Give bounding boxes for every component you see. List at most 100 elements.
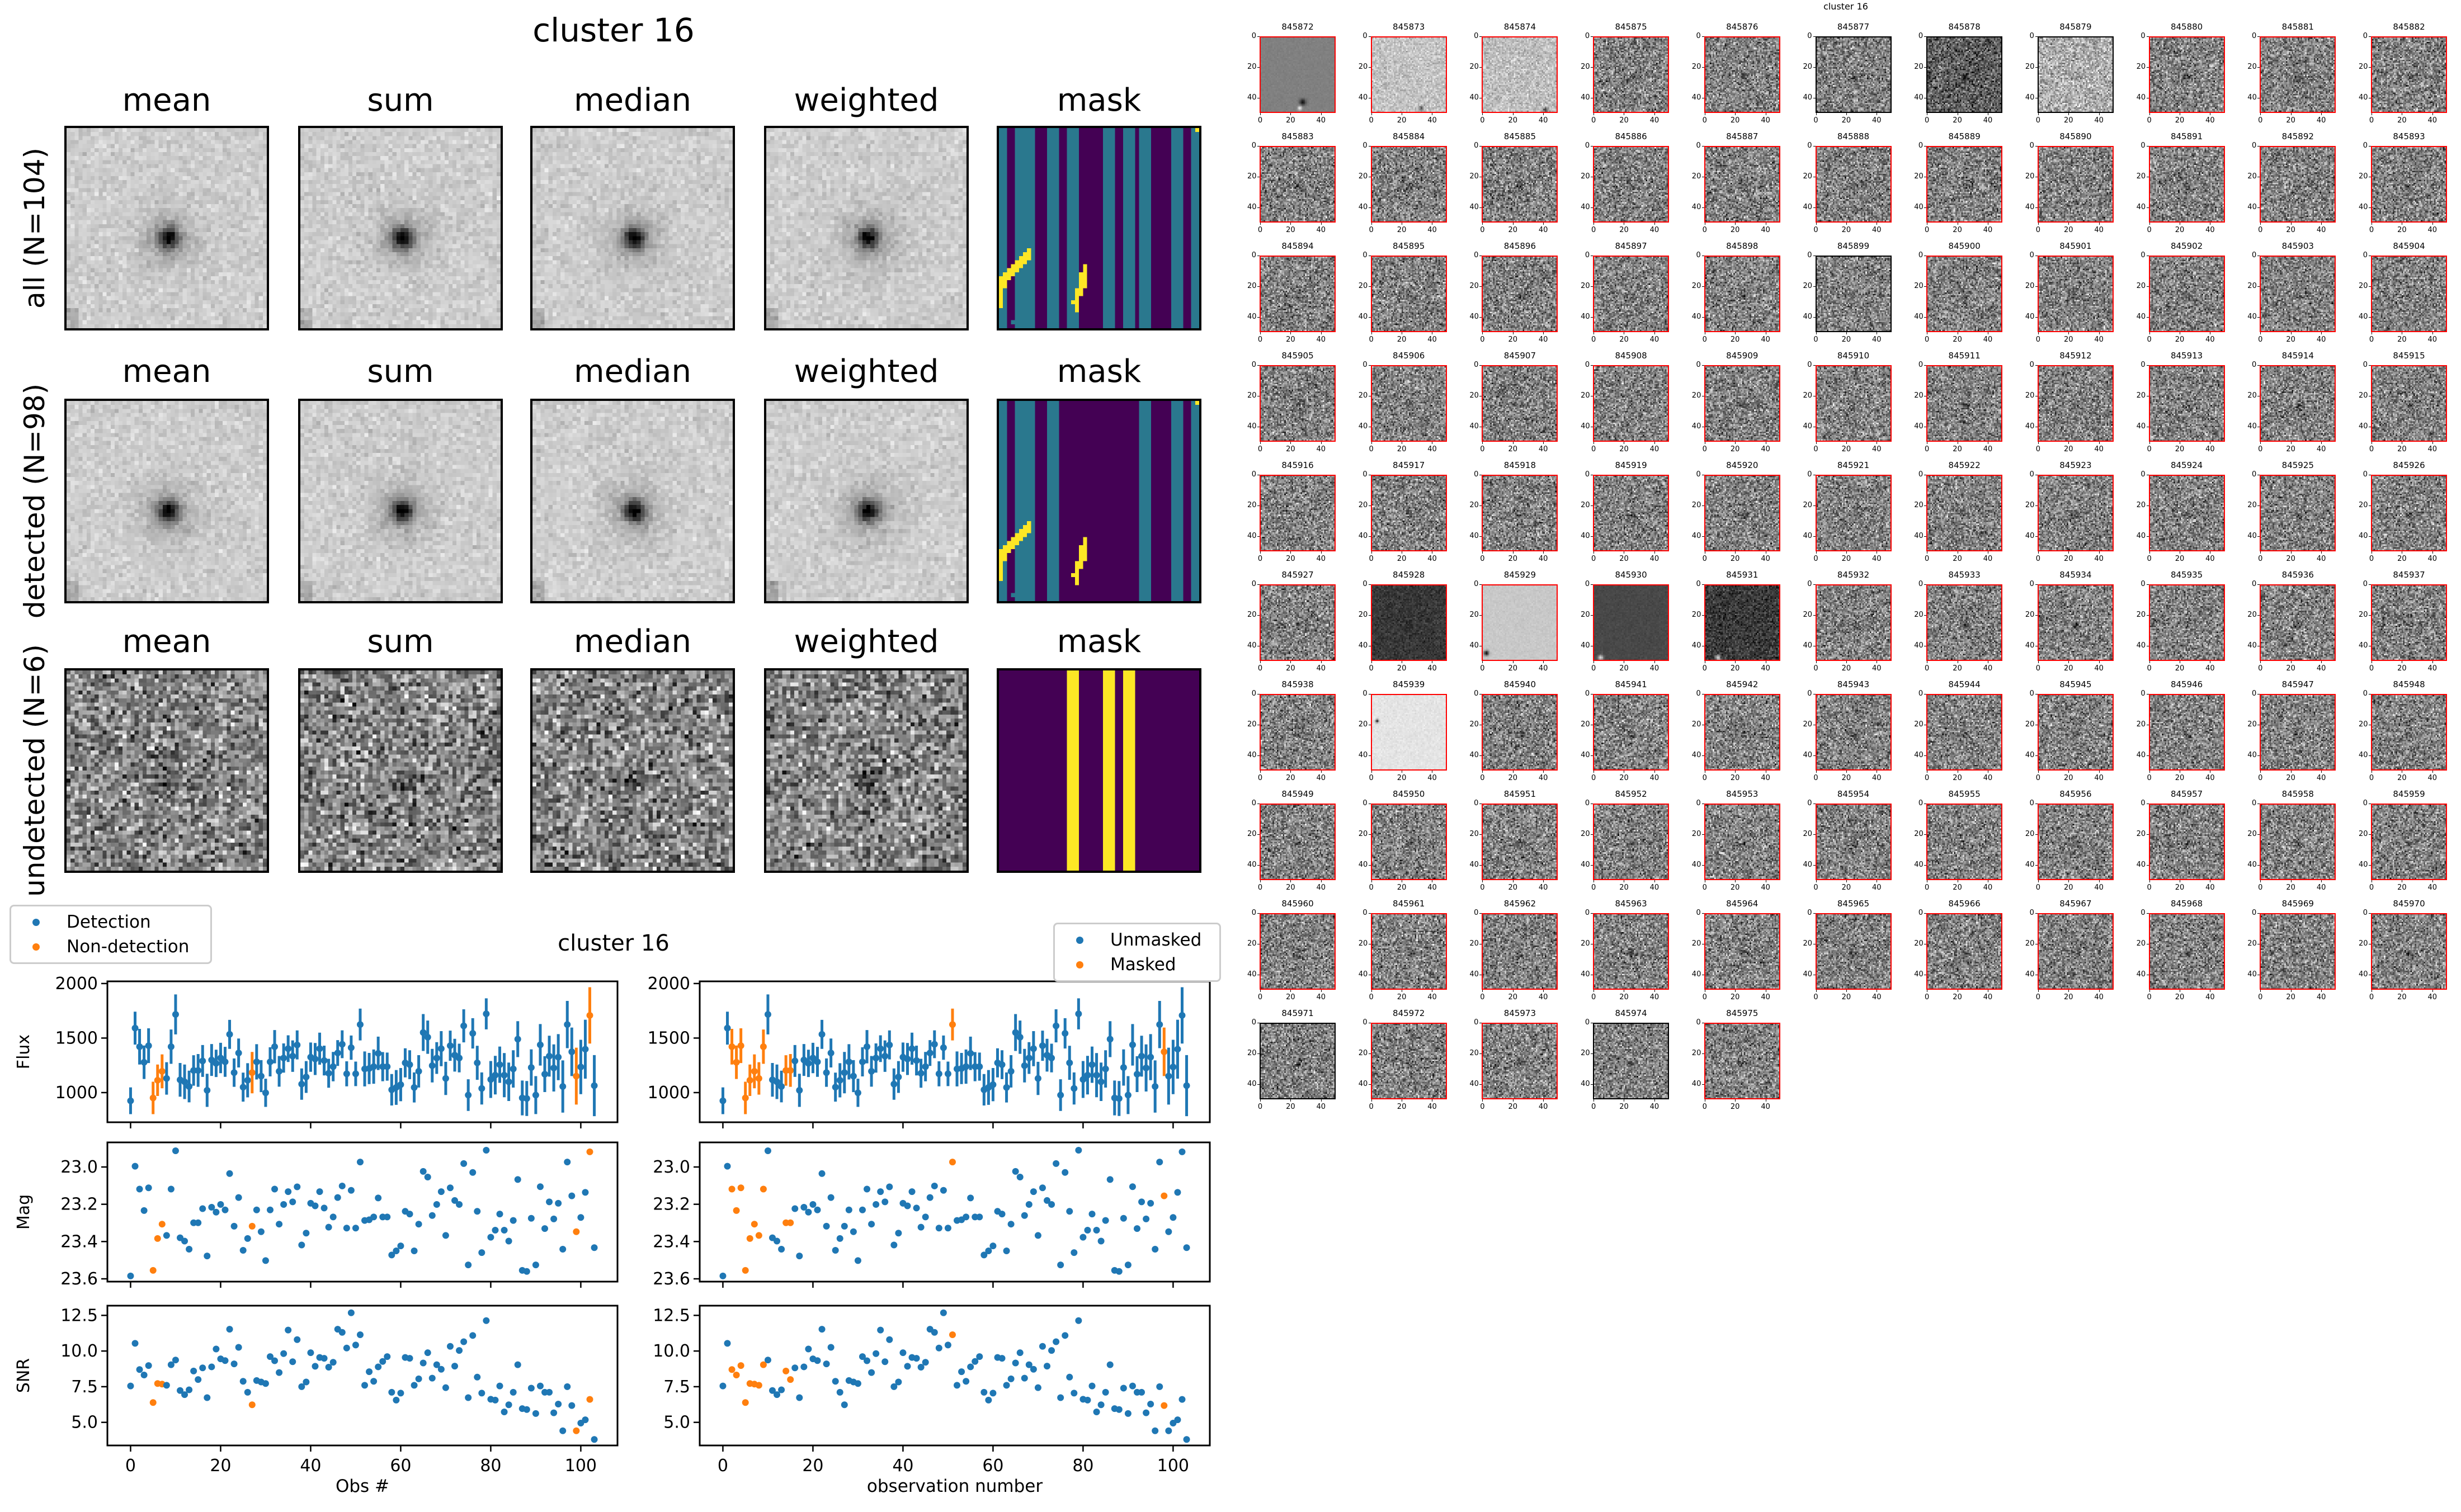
thumbnail-845875[interactable]: 845875 0 0 20 20 40 40 xyxy=(1581,22,1670,125)
thumbnail-845939[interactable]: 845939 0 0 20 20 40 40 xyxy=(1359,679,1447,782)
thumbnail-845877[interactable]: 845877 0 0 20 20 40 40 xyxy=(1803,22,1892,125)
thumbnail-845971[interactable]: 845971 0 0 20 20 40 40 xyxy=(1247,1008,1336,1111)
thumbnail-845887[interactable]: 845887 0 0 20 20 40 40 xyxy=(1692,131,1780,234)
thumbnail-845930[interactable]: 845930 0 0 20 20 40 40 xyxy=(1581,570,1670,673)
thumbnail-845896[interactable]: 845896 0 0 20 20 40 40 xyxy=(1469,241,1558,344)
thumbnail-845954[interactable]: 845954 0 0 20 20 40 40 xyxy=(1803,789,1892,892)
thumbnail-845872[interactable]: 845872 0 0 20 20 40 40 xyxy=(1247,22,1336,125)
thumbnail-845974[interactable]: 845974 0 0 20 20 40 40 xyxy=(1581,1008,1670,1111)
thumbnail-845909[interactable]: 845909 0 0 20 20 40 40 xyxy=(1692,351,1780,453)
thumbnail-845951[interactable]: 845951 0 0 20 20 40 40 xyxy=(1469,789,1558,892)
thumbnail-845895[interactable]: 845895 0 0 20 20 40 40 xyxy=(1359,241,1447,344)
thumbnail-845960[interactable]: 845960 0 0 20 20 40 40 xyxy=(1247,899,1336,1001)
thumbnail-845917[interactable]: 845917 0 0 20 20 40 40 xyxy=(1359,460,1447,563)
thumbnail-845874[interactable]: 845874 0 0 20 20 40 40 xyxy=(1469,22,1558,125)
thumbnail-845888[interactable]: 845888 0 0 20 20 40 40 xyxy=(1803,131,1892,234)
thumbnail-845953[interactable]: 845953 0 0 20 20 40 40 xyxy=(1692,789,1780,892)
thumbnail-845931[interactable]: 845931 0 0 20 20 40 40 xyxy=(1692,570,1780,673)
thumbnail-845970[interactable]: 845970 0 0 20 20 40 40 xyxy=(2359,899,2447,1001)
thumbnail-845926[interactable]: 845926 0 0 20 20 40 40 xyxy=(2359,460,2447,563)
thumbnail-845904[interactable]: 845904 0 0 20 20 40 40 xyxy=(2359,241,2447,344)
thumbnail-845910[interactable]: 845910 0 0 20 20 40 40 xyxy=(1803,351,1892,453)
thumbnail-845942[interactable]: 845942 0 0 20 20 40 40 xyxy=(1692,679,1780,782)
thumbnail-845967[interactable]: 845967 0 0 20 20 40 40 xyxy=(2025,899,2114,1001)
thumbnail-845938[interactable]: 845938 0 0 20 20 40 40 xyxy=(1247,679,1336,782)
thumbnail-845973[interactable]: 845973 0 0 20 20 40 40 xyxy=(1469,1008,1558,1111)
thumbnail-845880[interactable]: 845880 0 0 20 20 40 40 xyxy=(2137,22,2225,125)
thumbnail-845975[interactable]: 845975 0 0 20 20 40 40 xyxy=(1692,1008,1780,1111)
thumbnail-845956[interactable]: 845956 0 0 20 20 40 40 xyxy=(2025,789,2114,892)
thumbnail-845897[interactable]: 845897 0 0 20 20 40 40 xyxy=(1581,241,1670,344)
thumbnail-845883[interactable]: 845883 0 0 20 20 40 40 xyxy=(1247,131,1336,234)
thumbnail-845959[interactable]: 845959 0 0 20 20 40 40 xyxy=(2359,789,2447,892)
thumbnail-845965[interactable]: 845965 0 0 20 20 40 40 xyxy=(1803,899,1892,1001)
thumbnail-845906[interactable]: 845906 0 0 20 20 40 40 xyxy=(1359,351,1447,453)
thumbnail-845947[interactable]: 845947 0 0 20 20 40 40 xyxy=(2247,679,2336,782)
thumbnail-845972[interactable]: 845972 0 0 20 20 40 40 xyxy=(1359,1008,1447,1111)
thumbnail-845943[interactable]: 845943 0 0 20 20 40 40 xyxy=(1803,679,1892,782)
thumbnail-845911[interactable]: 845911 0 0 20 20 40 40 xyxy=(1914,351,2003,453)
thumbnail-845918[interactable]: 845918 0 0 20 20 40 40 xyxy=(1469,460,1558,563)
thumbnail-845921[interactable]: 845921 0 0 20 20 40 40 xyxy=(1803,460,1892,563)
thumbnail-845957[interactable]: 845957 0 0 20 20 40 40 xyxy=(2137,789,2225,892)
thumbnail-845944[interactable]: 845944 0 0 20 20 40 40 xyxy=(1914,679,2003,782)
thumbnail-845937[interactable]: 845937 0 0 20 20 40 40 xyxy=(2359,570,2447,673)
thumbnail-845876[interactable]: 845876 0 0 20 20 40 40 xyxy=(1692,22,1780,125)
thumbnail-845907[interactable]: 845907 0 0 20 20 40 40 xyxy=(1469,351,1558,453)
thumbnail-845882[interactable]: 845882 0 0 20 20 40 40 xyxy=(2359,22,2447,125)
thumbnail-845949[interactable]: 845949 0 0 20 20 40 40 xyxy=(1247,789,1336,892)
thumbnail-845881[interactable]: 845881 0 0 20 20 40 40 xyxy=(2247,22,2336,125)
thumbnail-845929[interactable]: 845929 0 0 20 20 40 40 xyxy=(1469,570,1558,673)
thumbnail-845892[interactable]: 845892 0 0 20 20 40 40 xyxy=(2247,131,2336,234)
thumbnail-845945[interactable]: 845945 0 0 20 20 40 40 xyxy=(2025,679,2114,782)
thumbnail-845936[interactable]: 845936 0 0 20 20 40 40 xyxy=(2247,570,2336,673)
thumbnail-845932[interactable]: 845932 0 0 20 20 40 40 xyxy=(1803,570,1892,673)
thumbnail-845927[interactable]: 845927 0 0 20 20 40 40 xyxy=(1247,570,1336,673)
thumbnail-845961[interactable]: 845961 0 0 20 20 40 40 xyxy=(1359,899,1447,1001)
thumbnail-845955[interactable]: 845955 0 0 20 20 40 40 xyxy=(1914,789,2003,892)
thumbnail-845891[interactable]: 845891 0 0 20 20 40 40 xyxy=(2137,131,2225,234)
thumbnail-845963[interactable]: 845963 0 0 20 20 40 40 xyxy=(1581,899,1670,1001)
thumbnail-845879[interactable]: 845879 0 0 20 20 40 40 xyxy=(2025,22,2114,125)
thumbnail-845884[interactable]: 845884 0 0 20 20 40 40 xyxy=(1359,131,1447,234)
thumbnail-845916[interactable]: 845916 0 0 20 20 40 40 xyxy=(1247,460,1336,563)
thumbnail-845928[interactable]: 845928 0 0 20 20 40 40 xyxy=(1359,570,1447,673)
thumbnail-845924[interactable]: 845924 0 0 20 20 40 40 xyxy=(2137,460,2225,563)
thumbnail-845919[interactable]: 845919 0 0 20 20 40 40 xyxy=(1581,460,1670,563)
thumbnail-845914[interactable]: 845914 0 0 20 20 40 40 xyxy=(2247,351,2336,453)
thumbnail-845946[interactable]: 845946 0 0 20 20 40 40 xyxy=(2137,679,2225,782)
thumbnail-845958[interactable]: 845958 0 0 20 20 40 40 xyxy=(2247,789,2336,892)
thumbnail-845915[interactable]: 845915 0 0 20 20 40 40 xyxy=(2359,351,2447,453)
thumbnail-845873[interactable]: 845873 0 0 20 20 40 40 xyxy=(1359,22,1447,125)
thumbnail-845940[interactable]: 845940 0 0 20 20 40 40 xyxy=(1469,679,1558,782)
thumbnail-845900[interactable]: 845900 0 0 20 20 40 40 xyxy=(1914,241,2003,344)
thumbnail-845952[interactable]: 845952 0 0 20 20 40 40 xyxy=(1581,789,1670,892)
thumbnail-845890[interactable]: 845890 0 0 20 20 40 40 xyxy=(2025,131,2114,234)
thumbnail-845920[interactable]: 845920 0 0 20 20 40 40 xyxy=(1692,460,1780,563)
thumbnail-845913[interactable]: 845913 0 0 20 20 40 40 xyxy=(2137,351,2225,453)
thumbnail-845886[interactable]: 845886 0 0 20 20 40 40 xyxy=(1581,131,1670,234)
thumbnail-845878[interactable]: 845878 0 0 20 20 40 40 xyxy=(1914,22,2003,125)
thumbnail-845966[interactable]: 845966 0 0 20 20 40 40 xyxy=(1914,899,2003,1001)
thumbnail-845941[interactable]: 845941 0 0 20 20 40 40 xyxy=(1581,679,1670,782)
thumbnail-845969[interactable]: 845969 0 0 20 20 40 40 xyxy=(2247,899,2336,1001)
thumbnail-845905[interactable]: 845905 0 0 20 20 40 40 xyxy=(1247,351,1336,453)
thumbnail-845968[interactable]: 845968 0 0 20 20 40 40 xyxy=(2137,899,2225,1001)
thumbnail-845889[interactable]: 845889 0 0 20 20 40 40 xyxy=(1914,131,2003,234)
thumbnail-845950[interactable]: 845950 0 0 20 20 40 40 xyxy=(1359,789,1447,892)
thumbnail-845894[interactable]: 845894 0 0 20 20 40 40 xyxy=(1247,241,1336,344)
thumbnail-845885[interactable]: 845885 0 0 20 20 40 40 xyxy=(1469,131,1558,234)
thumbnail-845901[interactable]: 845901 0 0 20 20 40 40 xyxy=(2025,241,2114,344)
thumbnail-845898[interactable]: 845898 0 0 20 20 40 40 xyxy=(1692,241,1780,344)
thumbnail-845922[interactable]: 845922 0 0 20 20 40 40 xyxy=(1914,460,2003,563)
thumbnail-845933[interactable]: 845933 0 0 20 20 40 40 xyxy=(1914,570,2003,673)
thumbnail-845908[interactable]: 845908 0 0 20 20 40 40 xyxy=(1581,351,1670,453)
thumbnail-845923[interactable]: 845923 0 0 20 20 40 40 xyxy=(2025,460,2114,563)
thumbnail-845902[interactable]: 845902 0 0 20 20 40 40 xyxy=(2137,241,2225,344)
thumbnail-845964[interactable]: 845964 0 0 20 20 40 40 xyxy=(1692,899,1780,1001)
thumbnail-845893[interactable]: 845893 0 0 20 20 40 40 xyxy=(2359,131,2447,234)
thumbnail-845935[interactable]: 845935 0 0 20 20 40 40 xyxy=(2137,570,2225,673)
thumbnail-845912[interactable]: 845912 0 0 20 20 40 40 xyxy=(2025,351,2114,453)
thumbnail-845899[interactable]: 845899 0 0 20 20 40 40 xyxy=(1803,241,1892,344)
thumbnail-845962[interactable]: 845962 0 0 20 20 40 40 xyxy=(1469,899,1558,1001)
